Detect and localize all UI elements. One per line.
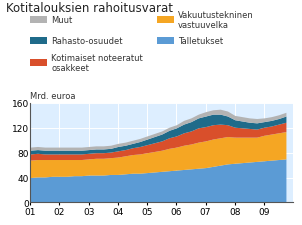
Text: Rahasto-osuudet: Rahasto-osuudet [51,37,123,46]
Text: Kotimaiset noteeratut
osakkeet: Kotimaiset noteeratut osakkeet [51,53,143,73]
Text: Talletukset: Talletukset [178,37,223,46]
Text: Vakuutustekninen
vastuuvelka: Vakuutustekninen vastuuvelka [178,11,254,30]
Text: Mrd. euroa: Mrd. euroa [30,91,76,100]
Text: Kotitalouksien rahoitusvarat: Kotitalouksien rahoitusvarat [6,2,173,15]
Text: Muut: Muut [51,16,72,25]
